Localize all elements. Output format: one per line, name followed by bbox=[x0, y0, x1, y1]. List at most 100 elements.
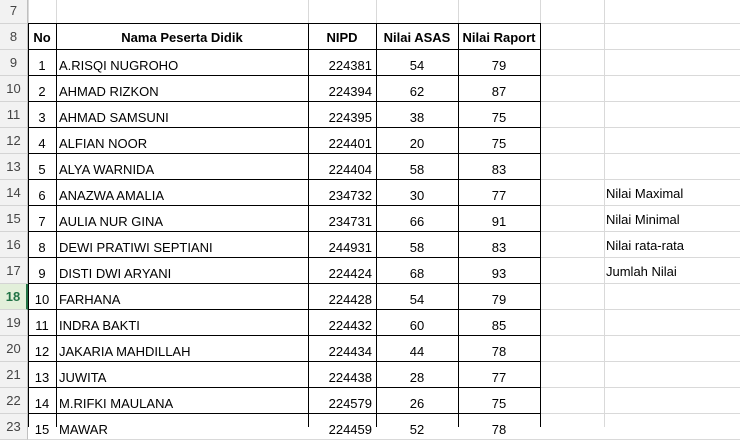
cell-nilai-raport[interactable]: 87 bbox=[491, 84, 507, 99]
cell-nilai-asas[interactable]: 38 bbox=[409, 110, 425, 125]
cell-no[interactable]: 14 bbox=[34, 396, 50, 411]
cell-name[interactable]: M.RIFKI MAULANA bbox=[59, 396, 174, 411]
cell-nipd[interactable]: 234731 bbox=[328, 214, 372, 229]
cell-no[interactable]: 9 bbox=[38, 266, 46, 281]
cell-no[interactable]: 5 bbox=[38, 162, 46, 177]
cell-nilai-raport[interactable]: 78 bbox=[491, 422, 507, 437]
cell-nilai-raport[interactable]: 78 bbox=[491, 344, 507, 359]
cell-nilai-asas[interactable]: 66 bbox=[409, 214, 425, 229]
cell-no[interactable]: 8 bbox=[38, 240, 46, 255]
cell-no[interactable]: 13 bbox=[34, 370, 50, 385]
row-header[interactable]: 14 bbox=[0, 180, 28, 206]
cell-nilai-asas[interactable]: 20 bbox=[409, 136, 425, 151]
row-header[interactable]: 8 bbox=[0, 24, 28, 50]
cell-nilai-raport[interactable]: 75 bbox=[491, 396, 507, 411]
cell-name[interactable]: ANAZWA AMALIA bbox=[59, 188, 164, 203]
row-header[interactable]: 19 bbox=[0, 310, 28, 336]
cell-name[interactable]: JAKARIA MAHDILLAH bbox=[59, 344, 191, 359]
cell-nipd[interactable]: 224459 bbox=[328, 422, 372, 437]
cell-no[interactable]: 6 bbox=[38, 188, 46, 203]
cell-name[interactable]: DISTI DWI ARYANI bbox=[59, 266, 172, 281]
cell-nilai-asas[interactable]: 54 bbox=[409, 58, 425, 73]
row-header[interactable]: 17 bbox=[0, 258, 28, 284]
cell-nilai-raport[interactable]: 79 bbox=[491, 292, 507, 307]
cell-no[interactable]: 2 bbox=[38, 84, 46, 99]
cell-nilai-asas[interactable]: 60 bbox=[409, 318, 425, 333]
cell-nilai-raport[interactable]: 83 bbox=[491, 240, 507, 255]
cell-name[interactable]: AULIA NUR GINA bbox=[59, 214, 164, 229]
cell-no[interactable]: 12 bbox=[34, 344, 50, 359]
row-header[interactable]: 10 bbox=[0, 76, 28, 102]
row-header[interactable]: 12 bbox=[0, 128, 28, 154]
header-nilai-asas[interactable]: Nilai ASAS bbox=[383, 29, 451, 45]
cell-nilai-asas[interactable]: 28 bbox=[409, 370, 425, 385]
cell-name[interactable]: FARHANA bbox=[59, 292, 121, 307]
summary-label[interactable]: Nilai Maximal bbox=[606, 186, 684, 201]
cell-nipd[interactable]: 234732 bbox=[328, 188, 372, 203]
row-header[interactable]: 13 bbox=[0, 154, 28, 180]
cell-nilai-raport[interactable]: 83 bbox=[491, 162, 507, 177]
summary-label[interactable]: Nilai rata-rata bbox=[606, 238, 685, 253]
row-header[interactable]: 15 bbox=[0, 206, 28, 232]
row-header[interactable]: 7 bbox=[0, 0, 28, 24]
cell-nilai-asas[interactable]: 58 bbox=[409, 240, 425, 255]
header-name[interactable]: Nama Peserta Didik bbox=[121, 29, 243, 45]
cell-nipd[interactable]: 224401 bbox=[328, 136, 372, 151]
cell-no[interactable]: 4 bbox=[38, 136, 46, 151]
header-nilai-raport[interactable]: Nilai Raport bbox=[462, 29, 536, 45]
cell-nilai-asas[interactable]: 58 bbox=[409, 162, 425, 177]
cell-nipd[interactable]: 244931 bbox=[328, 240, 372, 255]
cell-nilai-raport[interactable]: 77 bbox=[491, 370, 507, 385]
cell-name[interactable]: ALFIAN NOOR bbox=[59, 136, 148, 151]
cell-nilai-asas[interactable]: 54 bbox=[409, 292, 425, 307]
cell-nilai-asas[interactable]: 52 bbox=[409, 422, 425, 437]
cell-nilai-raport[interactable]: 91 bbox=[491, 214, 507, 229]
cell-nipd[interactable]: 224428 bbox=[328, 292, 372, 307]
cell-nipd[interactable]: 224434 bbox=[328, 344, 372, 359]
cell-nipd[interactable]: 224381 bbox=[328, 58, 372, 73]
cell-nilai-raport[interactable]: 75 bbox=[491, 136, 507, 151]
row-header[interactable]: 11 bbox=[0, 102, 28, 128]
cell-nilai-raport[interactable]: 79 bbox=[491, 58, 507, 73]
row-header[interactable]: 21 bbox=[0, 362, 28, 388]
cell-name[interactable]: AHMAD RIZKON bbox=[59, 84, 159, 99]
cell-nipd[interactable]: 224404 bbox=[328, 162, 372, 177]
cell-nipd[interactable]: 224424 bbox=[328, 266, 372, 281]
cell-nipd[interactable]: 224394 bbox=[328, 84, 372, 99]
cell-nilai-asas[interactable]: 68 bbox=[409, 266, 425, 281]
cell-nipd[interactable]: 224395 bbox=[328, 110, 372, 125]
cell-nilai-asas[interactable]: 30 bbox=[409, 188, 425, 203]
cell-name[interactable]: INDRA BAKTI bbox=[59, 318, 140, 333]
cell-name[interactable]: A.RISQI NUGROHO bbox=[59, 58, 179, 73]
cell-name[interactable]: JUWITA bbox=[59, 370, 107, 385]
row-header[interactable]: 20 bbox=[0, 336, 28, 362]
cell-no[interactable]: 3 bbox=[38, 110, 46, 125]
cell-nilai-asas[interactable]: 62 bbox=[409, 84, 425, 99]
cell-nilai-raport[interactable]: 77 bbox=[491, 188, 507, 203]
cell-no[interactable]: 10 bbox=[34, 292, 50, 307]
cell-nilai-raport[interactable]: 85 bbox=[491, 318, 507, 333]
cell-no[interactable]: 7 bbox=[38, 214, 46, 229]
cell-nipd[interactable]: 224438 bbox=[328, 370, 372, 385]
cell-nipd[interactable]: 224432 bbox=[328, 318, 372, 333]
cell-name[interactable]: MAWAR bbox=[59, 422, 108, 437]
cell-name[interactable]: DEWI PRATIWI SEPTIANI bbox=[59, 240, 213, 255]
row-header[interactable]: 23 bbox=[0, 414, 28, 440]
row-header[interactable]: 9 bbox=[0, 50, 28, 76]
cell-nilai-raport[interactable]: 75 bbox=[491, 110, 507, 125]
cell-name[interactable]: AHMAD SAMSUNI bbox=[59, 110, 169, 125]
row-header[interactable]: 16 bbox=[0, 232, 28, 258]
cell-nilai-asas[interactable]: 44 bbox=[409, 344, 425, 359]
summary-label[interactable]: Jumlah Nilai bbox=[606, 264, 677, 279]
header-no[interactable]: No bbox=[33, 29, 51, 45]
header-nipd[interactable]: NIPD bbox=[326, 29, 358, 45]
cell-no[interactable]: 1 bbox=[38, 58, 46, 73]
row-header[interactable]: 18 bbox=[0, 284, 28, 310]
cell-no[interactable]: 11 bbox=[35, 318, 49, 333]
summary-label[interactable]: Nilai Minimal bbox=[606, 212, 680, 227]
cell-nilai-asas[interactable]: 26 bbox=[409, 396, 425, 411]
row-header[interactable]: 22 bbox=[0, 388, 28, 414]
cell-name[interactable]: ALYA WARNIDA bbox=[59, 162, 155, 177]
cell-no[interactable]: 15 bbox=[34, 422, 50, 437]
